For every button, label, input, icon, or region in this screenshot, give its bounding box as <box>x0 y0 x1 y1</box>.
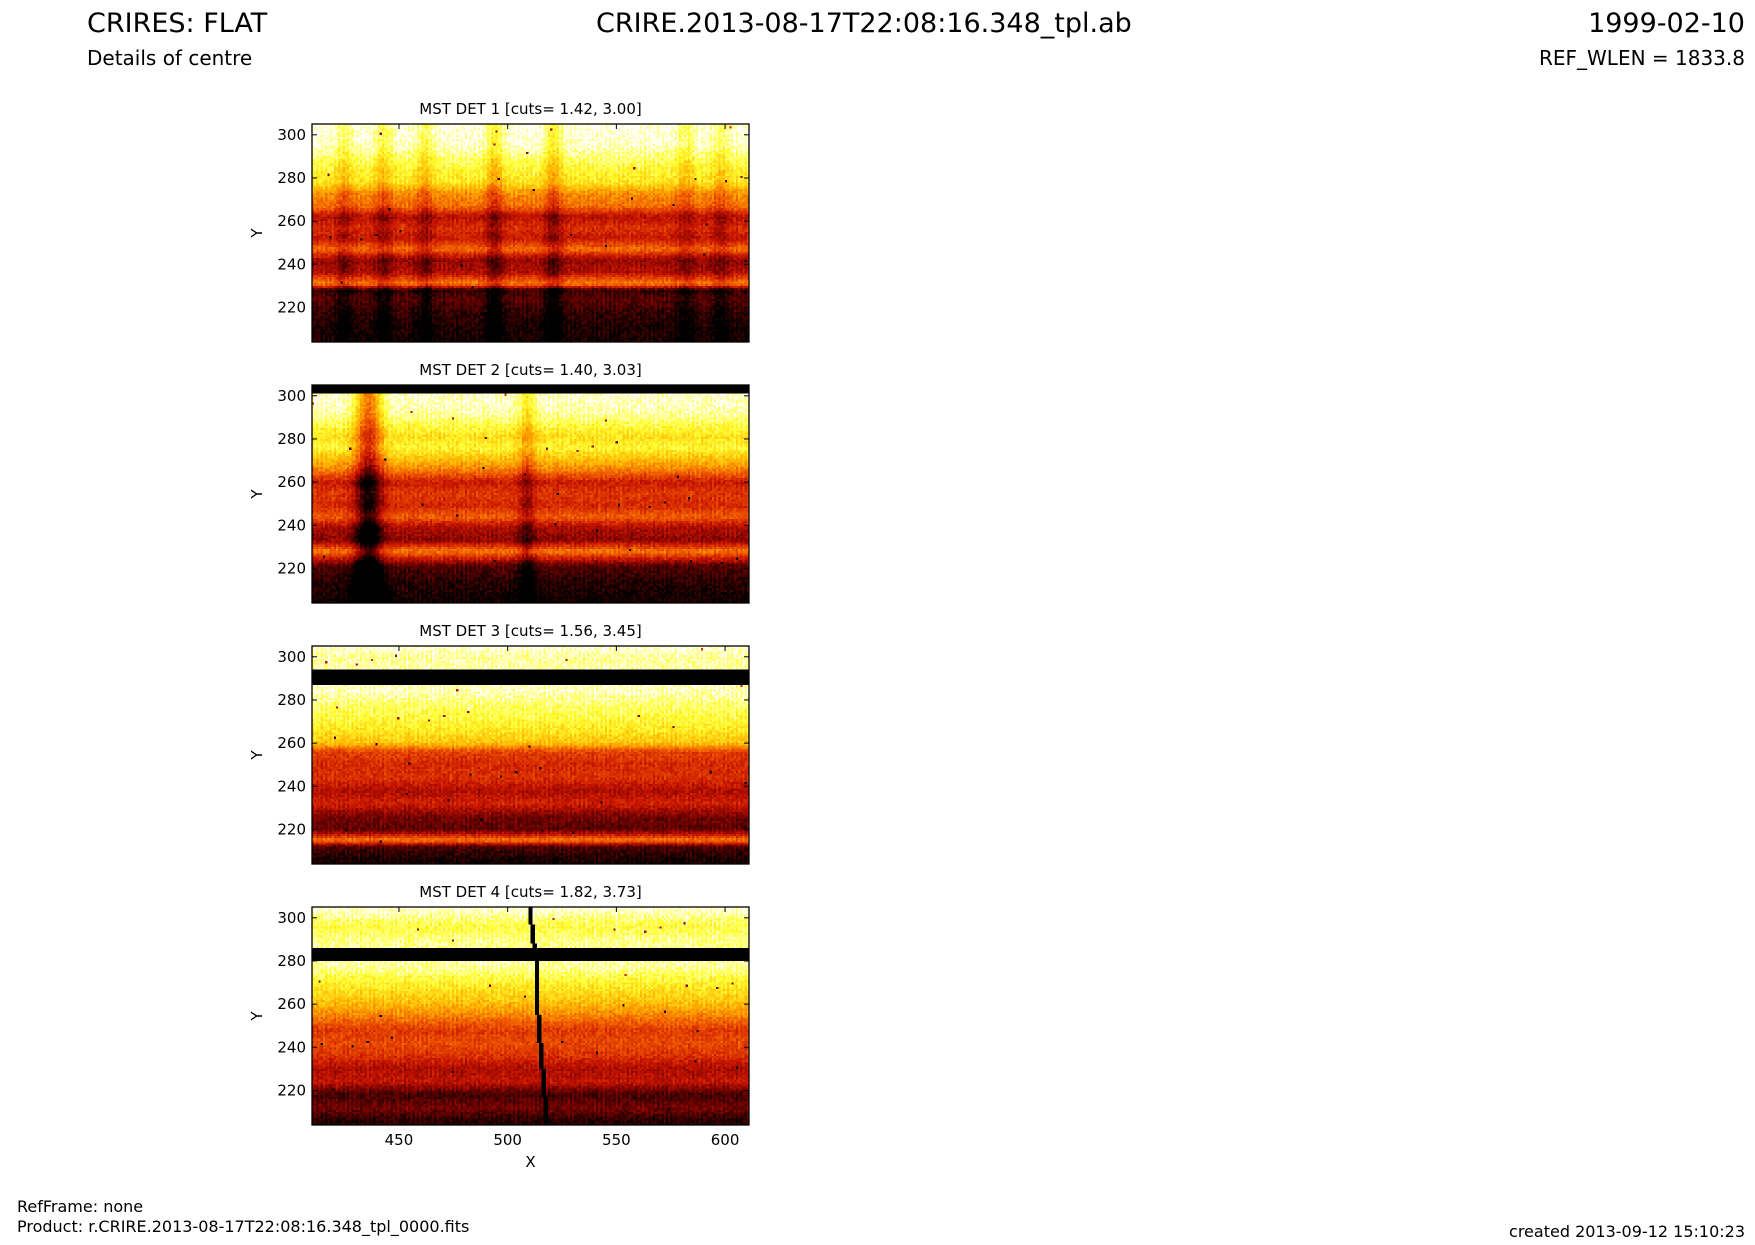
y-tick-label: 300 <box>277 126 306 144</box>
y-axis-label: Y <box>248 750 266 761</box>
page-subtitle: Details of centre <box>87 46 253 70</box>
page-title-left: CRIRES: FLAT <box>87 8 268 39</box>
y-tick-label: 280 <box>277 430 306 448</box>
ref-wlen-label: REF_WLEN = 1833.8 <box>1538 46 1745 70</box>
axes-frame <box>311 645 750 865</box>
heatmap-raster <box>312 646 749 864</box>
y-tick-label: 260 <box>277 212 306 230</box>
axes-frame <box>311 906 750 1126</box>
y-tick-label: 300 <box>277 387 306 405</box>
y-tick-label: 280 <box>277 952 306 970</box>
y-tick-label: 280 <box>277 691 306 709</box>
axes-frame <box>311 123 750 343</box>
y-tick-label: 300 <box>277 909 306 927</box>
heatmap-image <box>312 385 749 603</box>
y-tick-label: 240 <box>277 255 306 273</box>
y-tick-label: 220 <box>277 1081 306 1099</box>
y-tick-label: 300 <box>277 648 306 666</box>
y-axis-label: Y <box>248 489 266 500</box>
panel-title: MST DET 1 [cuts= 1.42, 3.00] <box>419 100 642 118</box>
y-tick-label: 260 <box>277 473 306 491</box>
created-timestamp: created 2013-09-12 15:10:23 <box>1509 1222 1745 1241</box>
x-axis-label: X <box>525 1153 535 1171</box>
panel-det-1: MST DET 1 [cuts= 1.42, 3.00] 220 240 260 280… <box>248 100 750 343</box>
x-tick-label: 500 <box>493 1131 522 1149</box>
heatmap-image <box>312 124 749 342</box>
refframe-label: RefFrame: none <box>17 1197 144 1216</box>
heatmap-raster <box>312 385 749 603</box>
x-tick-label: 600 <box>711 1131 740 1149</box>
product-label: Product: r.CRIRE.2013-08-17T22:08:16.348… <box>17 1217 470 1236</box>
y-axis-label: Y <box>248 1011 266 1022</box>
y-tick-label: 240 <box>277 516 306 534</box>
panel-title: MST DET 4 [cuts= 1.82, 3.73] <box>419 883 642 901</box>
heatmap-raster <box>312 124 749 342</box>
panel-det-3: MST DET 3 [cuts= 1.56, 3.45] 220 240 260 280… <box>248 622 750 865</box>
panel-det-2: MST DET 2 [cuts= 1.40, 3.03] 220 240 260 280… <box>248 361 750 604</box>
x-tick-label: 450 <box>385 1131 414 1149</box>
y-tick-label: 240 <box>277 1038 306 1056</box>
y-tick-label: 220 <box>277 559 306 577</box>
y-tick-label: 220 <box>277 298 306 316</box>
x-tick-label: 550 <box>602 1131 631 1149</box>
y-tick-label: 240 <box>277 777 306 795</box>
heatmap-raster <box>312 907 749 1125</box>
y-tick-label: 260 <box>277 995 306 1013</box>
heatmap-image <box>312 646 749 864</box>
heatmap-image <box>312 907 749 1125</box>
y-tick-label: 280 <box>277 169 306 187</box>
page-title-center: CRIRE.2013-08-17T22:08:16.348_tpl.ab <box>596 8 1132 39</box>
panel-title: MST DET 2 [cuts= 1.40, 3.03] <box>419 361 642 379</box>
axes-frame <box>311 384 750 604</box>
y-axis-label: Y <box>248 228 266 239</box>
panel-title: MST DET 3 [cuts= 1.56, 3.45] <box>419 622 642 640</box>
panel-det-4: MST DET 4 [cuts= 1.82, 3.73] 220 240 260 280… <box>248 883 750 1171</box>
page-title-date: 1999-02-10 <box>1588 8 1745 39</box>
y-tick-label: 260 <box>277 734 306 752</box>
y-tick-label: 220 <box>277 820 306 838</box>
